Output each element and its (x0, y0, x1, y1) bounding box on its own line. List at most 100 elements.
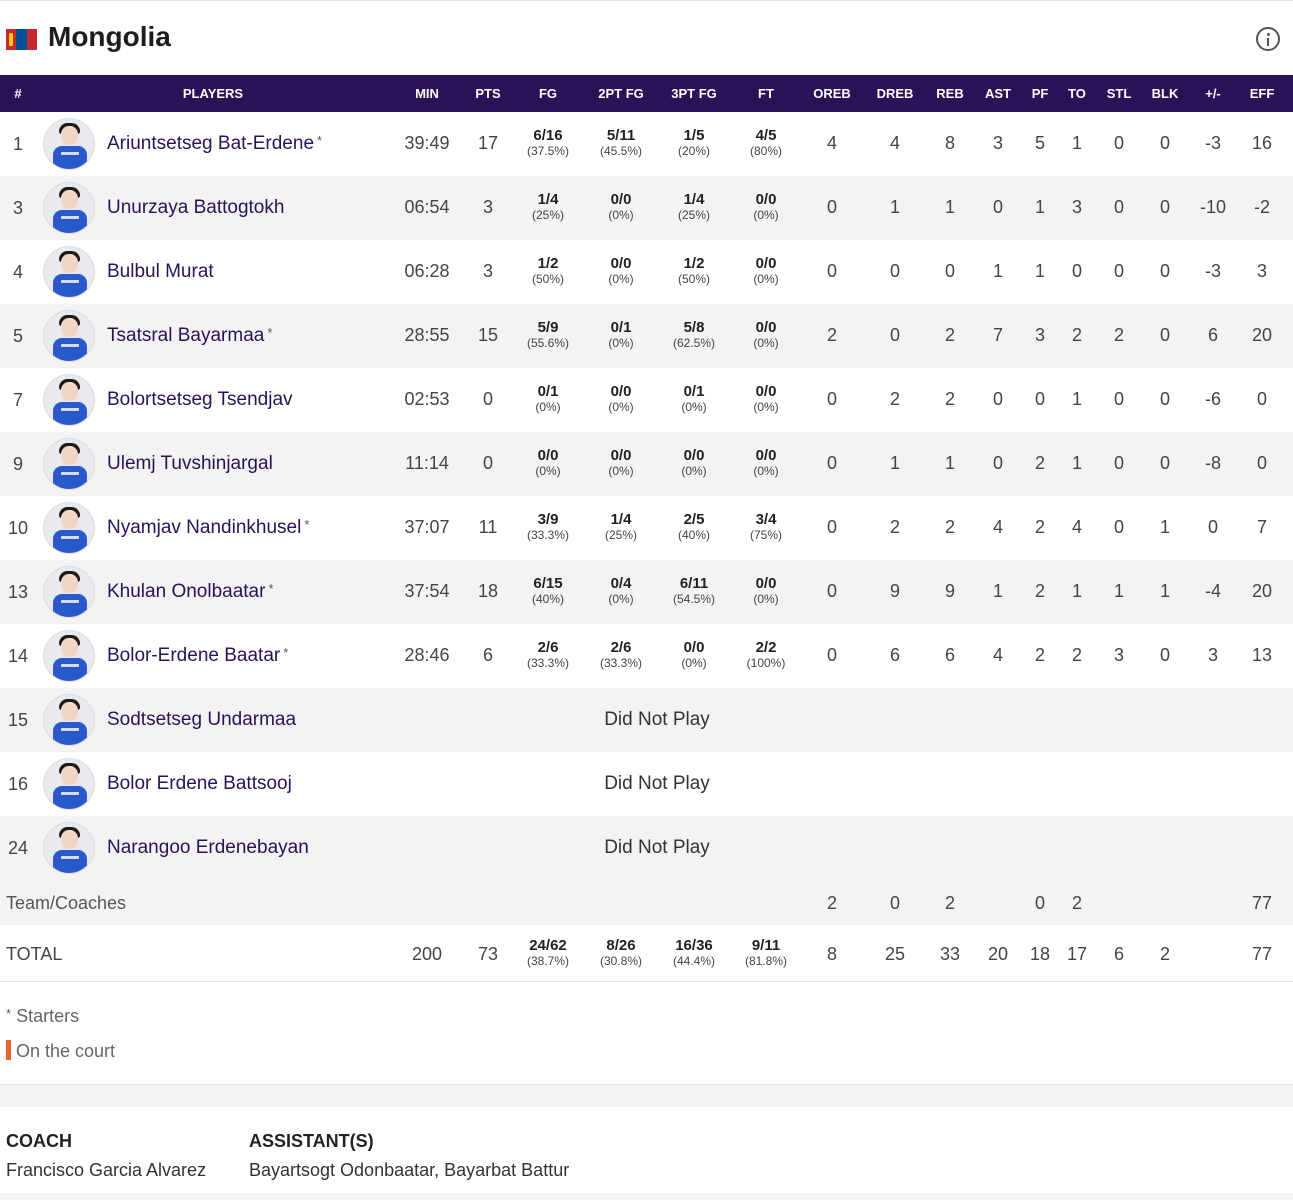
stat-eff: 13 (1251, 645, 1273, 665)
column-header-plus-minus[interactable]: +/- (1205, 86, 1221, 101)
stat-blk: 1 (1159, 517, 1171, 537)
player-number: 7 (12, 390, 24, 410)
player-name-link[interactable]: Ulemj Tuvshinjargal (107, 453, 273, 475)
stat-oreb: 0 (826, 197, 838, 217)
stat-pf: 2 (1034, 581, 1046, 601)
player-number: 14 (7, 646, 29, 666)
stat-ft-pct: (0%) (753, 272, 779, 286)
stat-blk: 0 (1159, 389, 1171, 409)
stat-fg2-pct: (0%) (608, 592, 634, 606)
player-avatar[interactable] (43, 502, 95, 554)
column-header-to[interactable]: TO (1068, 86, 1086, 101)
stat-blk: 0 (1159, 453, 1171, 473)
player-number: 16 (7, 774, 29, 794)
player-name-link[interactable]: Bolor Erdene Battsooj (107, 773, 292, 795)
team-stat-pf: 0 (1034, 893, 1046, 913)
stat-fg: 3/9 (33.3%) (527, 511, 569, 543)
column-header-players[interactable]: PLAYERS (182, 86, 244, 101)
column-header-num[interactable]: # (14, 86, 22, 101)
stat-oreb: 0 (826, 645, 838, 665)
player-avatar[interactable] (43, 758, 95, 810)
player-name-link[interactable]: Sodtsetseg Undarmaa (107, 709, 296, 731)
player-avatar[interactable] (43, 822, 95, 874)
column-header-dreb[interactable]: DREB (876, 86, 914, 101)
player-avatar[interactable] (43, 182, 95, 234)
column-header-reb[interactable]: REB (936, 86, 964, 101)
player-avatar[interactable] (43, 118, 95, 170)
stat-fg2: 1/4 (25%) (605, 511, 637, 543)
player-avatar[interactable] (43, 374, 95, 426)
total-fg3-made: 16/36 (675, 937, 713, 954)
stat-fg3-made: 5/8 (683, 319, 705, 336)
stat-to: 1 (1071, 581, 1083, 601)
stat-fg3-made: 1/5 (683, 127, 705, 144)
stat-fg3: 1/2 (50%) (678, 255, 710, 287)
player-avatar[interactable] (43, 438, 95, 490)
player-avatar[interactable] (43, 246, 95, 298)
column-header-pf[interactable]: PF (1031, 86, 1049, 101)
player-avatar[interactable] (43, 310, 95, 362)
stat-to: 4 (1071, 517, 1083, 537)
stat-fg3-pct: (0%) (681, 656, 707, 670)
column-header-2pt-fg[interactable]: 2PT FG (598, 86, 644, 101)
stat-fg2-made: 0/0 (610, 447, 632, 464)
stat-ft-made: 0/0 (755, 575, 777, 592)
info-icon[interactable] (1256, 27, 1280, 51)
stat-reb: 2 (944, 389, 956, 409)
stat-to: 0 (1071, 261, 1083, 281)
stat-ft-made: 4/5 (755, 127, 777, 144)
player-avatar[interactable] (43, 630, 95, 682)
player-name-link[interactable]: Unurzaya Battogtokh (107, 197, 284, 219)
column-header-ft[interactable]: FT (758, 86, 774, 101)
player-name-link[interactable]: Tsatsral Bayarmaa * (107, 325, 272, 347)
column-header-stl[interactable]: STL (1106, 86, 1132, 101)
player-avatar[interactable] (43, 566, 95, 618)
total-ft: 9/11 (81.8%) (745, 937, 787, 969)
stat-min: 39:49 (404, 133, 450, 153)
column-header-fg[interactable]: FG (538, 86, 558, 101)
stat-blk: 0 (1159, 261, 1171, 281)
column-header-3pt-fg[interactable]: 3PT FG (671, 86, 717, 101)
column-header-min[interactable]: MIN (415, 86, 439, 101)
player-avatar[interactable] (43, 694, 95, 746)
player-name-link[interactable]: Narangoo Erdenebayan (107, 837, 309, 859)
stat-fg3: 2/5 (40%) (678, 511, 710, 543)
stat-eff: 20 (1251, 325, 1273, 345)
table-row: 9 Ulemj Tuvshinjargal 11:14 0 0/0 (0%) 0/0 (0%)… (0, 432, 1293, 496)
stat-fg-pct: (33.3%) (526, 528, 570, 542)
total-fg: 24/62 (38.7%) (527, 937, 569, 969)
stat-oreb: 0 (826, 517, 838, 537)
player-name-link[interactable]: Bulbul Murat (107, 261, 214, 283)
column-header-eff[interactable]: EFF (1249, 86, 1275, 101)
stat-fg3-pct: (0%) (681, 400, 707, 414)
column-header-oreb[interactable]: OREB (813, 86, 851, 101)
total-fg-made: 24/62 (529, 937, 567, 954)
stat-fg: 5/9 (55.6%) (527, 319, 569, 351)
stat-min: 06:54 (404, 197, 450, 217)
player-name-link[interactable]: Bolortsetseg Tsendjav (107, 389, 293, 411)
stat-oreb: 2 (826, 325, 838, 345)
column-header-ast[interactable]: AST (985, 86, 1011, 101)
stat-fg3-made: 2/5 (683, 511, 705, 528)
stat-to: 1 (1071, 453, 1083, 473)
player-name-link[interactable]: Ariuntsetseg Bat-Erdene * (107, 133, 322, 155)
player-name-link[interactable]: Khulan Onolbaatar * (107, 581, 274, 603)
stat-fg-made: 1/2 (537, 255, 559, 272)
stat-reb: 0 (944, 261, 956, 281)
stat-pf: 1 (1034, 197, 1046, 217)
stat-ft-pct: (80%) (749, 144, 783, 158)
total-min: 200 (411, 944, 443, 964)
column-header-blk[interactable]: BLK (1151, 86, 1179, 101)
stat-dreb: 4 (889, 133, 901, 153)
total-dreb: 25 (884, 944, 906, 964)
stat-ast: 0 (992, 197, 1004, 217)
player-name-link[interactable]: Nyamjav Nandinkhusel * (107, 517, 309, 539)
team-stat-to: 2 (1071, 893, 1083, 913)
player-number: 24 (7, 838, 29, 858)
stat-oreb: 0 (826, 453, 838, 473)
stat-reb: 8 (944, 133, 956, 153)
player-name-link[interactable]: Bolor-Erdene Baatar * (107, 645, 288, 667)
column-header-pts[interactable]: PTS (475, 86, 501, 101)
team-coaches-row: Team/Coaches 2 0 2 0 2 77 (0, 880, 1293, 925)
stat-fg-pct: (0%) (535, 400, 561, 414)
